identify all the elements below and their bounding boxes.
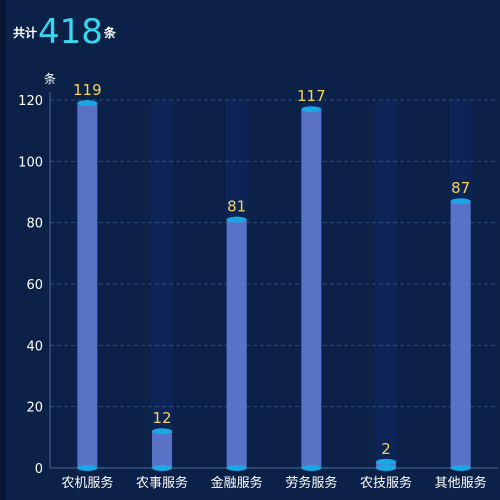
y-tick-label: 40 (26, 339, 43, 354)
x-category-label: 其他服务 (435, 475, 487, 491)
bar-top-cap (301, 106, 322, 113)
bar-value-label: 81 (227, 198, 246, 216)
bar (77, 103, 98, 469)
bar (301, 109, 322, 468)
bar-top-cap (77, 100, 98, 107)
bar-value-label: 117 (297, 87, 326, 105)
y-tick-label: 20 (26, 401, 43, 416)
y-axis-unit-label: 条 (44, 72, 57, 86)
left-edge-strip (0, 0, 6, 500)
x-category-label: 金融服务 (211, 475, 263, 491)
y-tick-label: 100 (18, 155, 43, 170)
x-category-label: 劳务服务 (285, 475, 337, 491)
bar-base-cap (450, 465, 471, 471)
bar-value-label: 87 (451, 179, 470, 197)
bar-top-cap (152, 428, 172, 435)
total-count: 共计418条 (13, 12, 116, 52)
bar-base-cap (77, 465, 98, 471)
bar-top-cap (226, 216, 247, 223)
bar-value-label: 2 (381, 440, 391, 458)
total-prefix: 共计 (13, 26, 38, 40)
bar-value-label: 12 (152, 409, 171, 427)
y-tick-label: 80 (26, 217, 43, 232)
x-category-label: 农事服务 (136, 475, 188, 491)
bar-top-cap (376, 458, 396, 465)
bar (152, 431, 172, 468)
y-tick-label: 60 (26, 278, 43, 293)
y-tick-label: 0 (35, 462, 43, 477)
bar-top-cap (450, 198, 471, 205)
bar (450, 201, 471, 468)
total-suffix: 条 (103, 26, 116, 40)
y-tick-label: 120 (18, 94, 43, 109)
total-number: 418 (38, 12, 103, 52)
x-category-label: 农技服务 (360, 475, 412, 491)
bar-base-cap (301, 465, 322, 471)
bar-base-cap (152, 465, 172, 471)
bar-value-label: 119 (73, 81, 102, 99)
bar (226, 219, 247, 468)
bar-base-cap (376, 465, 396, 471)
x-category-label: 农机服务 (61, 475, 113, 491)
bar-base-cap (226, 465, 247, 471)
bar (376, 461, 396, 468)
